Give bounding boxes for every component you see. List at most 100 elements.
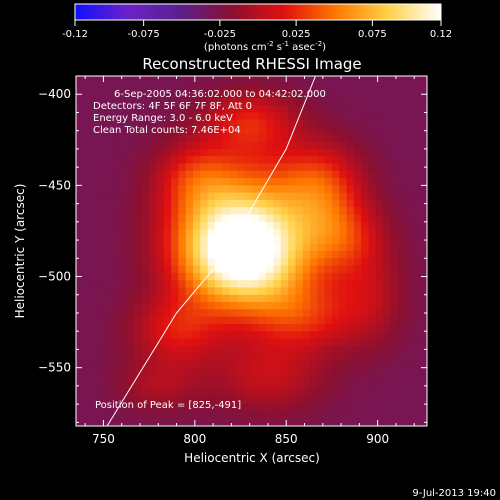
heatmap-cell (119, 418, 128, 426)
heatmap-cell (280, 83, 289, 92)
heatmap-cell (405, 389, 413, 398)
heatmap-cell (149, 119, 158, 128)
heatmap-cell (368, 214, 377, 223)
heatmap-cell (244, 134, 253, 143)
heatmap-cell (105, 280, 114, 289)
heatmap-cell (141, 141, 150, 150)
heatmap-cell (383, 396, 392, 405)
heatmap-cell (383, 236, 392, 245)
heatmap-cell (280, 367, 289, 376)
heatmap-cell (346, 112, 355, 121)
heatmap-cell (76, 331, 84, 340)
heatmap-cell (214, 418, 223, 426)
heatmap-cell (310, 411, 318, 420)
heatmap-cell (324, 148, 333, 157)
heatmap-cell (353, 251, 362, 259)
heatmap-cell (375, 214, 384, 223)
heatmap-cell (193, 207, 201, 216)
heatmap-cell (331, 345, 340, 354)
heatmap-cell (134, 192, 143, 201)
heatmap-cell (222, 207, 231, 216)
heatmap-cell (156, 345, 165, 354)
heatmap-cell (127, 272, 136, 281)
heatmap-cell (339, 163, 348, 172)
heatmap-cell (244, 287, 253, 296)
heatmap-cell (339, 90, 348, 99)
heatmap-cell (346, 411, 355, 420)
heatmap-cell (236, 411, 245, 420)
heatmap-cell (310, 294, 318, 303)
heatmap-cell (346, 258, 355, 267)
heatmap-cell (405, 287, 413, 296)
heatmap-cell (397, 382, 406, 391)
heatmap-cell (295, 199, 304, 208)
heatmap-cell (244, 221, 253, 230)
heatmap-cell (353, 316, 362, 325)
heatmap-cell (317, 258, 326, 267)
heatmap-cell (134, 287, 143, 296)
heatmap-cell (163, 338, 172, 347)
heatmap-cell (200, 374, 209, 383)
heatmap-cell (76, 418, 84, 426)
heatmap-cell (105, 105, 114, 114)
heatmap-cell (397, 83, 406, 92)
heatmap-cell (141, 199, 150, 208)
heatmap-cell (97, 83, 106, 92)
heatmap-cell (361, 411, 370, 420)
heatmap-cell (280, 148, 289, 157)
heatmap-cell (251, 156, 260, 165)
heatmap-cell (383, 127, 392, 135)
heatmap-cell (119, 338, 128, 347)
heatmap-cell (317, 418, 326, 426)
heatmap-cell (353, 141, 362, 150)
heatmap-cell (222, 418, 231, 426)
heatmap-cell (419, 127, 427, 135)
heatmap-cell (83, 338, 92, 347)
heatmap-cell (76, 374, 84, 383)
heatmap-cell (390, 134, 399, 143)
heatmap-cell (236, 404, 245, 413)
heatmap-cell (229, 309, 238, 318)
heatmap-cell (310, 229, 318, 238)
heatmap-cell (317, 185, 326, 194)
heatmap-cell (185, 229, 194, 238)
heatmap-cell (310, 331, 318, 340)
heatmap-cell (390, 323, 399, 332)
heatmap-cell (105, 112, 114, 121)
heatmap-cell (222, 90, 231, 99)
heatmap-cell (185, 396, 194, 405)
heatmap-cell (127, 265, 136, 274)
heatmap-cell (258, 141, 267, 150)
heatmap-cell (310, 258, 318, 267)
heatmap-cell (324, 353, 333, 361)
heatmap-cell (200, 170, 209, 179)
heatmap-cell (178, 112, 187, 121)
heatmap-cell (97, 90, 106, 99)
heatmap-cell (266, 302, 275, 310)
heatmap-cell (127, 309, 136, 318)
y-tick-label: −400 (38, 87, 71, 101)
heatmap-cell (222, 192, 231, 201)
heatmap-cell (163, 170, 172, 179)
heatmap-cell (361, 331, 370, 340)
heatmap-cell (324, 178, 333, 186)
heatmap-cell (193, 258, 201, 267)
heatmap-cell (185, 389, 194, 398)
heatmap-cell (295, 90, 304, 99)
heatmap-cell (383, 221, 392, 230)
colorbar-unit-label: (photons cm-2 s-1 asec-2) (204, 40, 326, 53)
heatmap-cell (76, 316, 84, 325)
heatmap-cell (119, 302, 128, 310)
heatmap-cell (375, 396, 384, 405)
heatmap-cell (324, 418, 333, 426)
heatmap-cell (163, 207, 172, 216)
heatmap-cell (112, 360, 121, 369)
heatmap-cell (83, 353, 92, 361)
heatmap-cell (193, 185, 201, 194)
heatmap-cell (119, 214, 128, 223)
heatmap-cell (390, 287, 399, 296)
heatmap-cell (178, 76, 187, 84)
heatmap-cell (361, 280, 370, 289)
heatmap-cell (405, 353, 413, 361)
heatmap-cell (112, 404, 121, 413)
